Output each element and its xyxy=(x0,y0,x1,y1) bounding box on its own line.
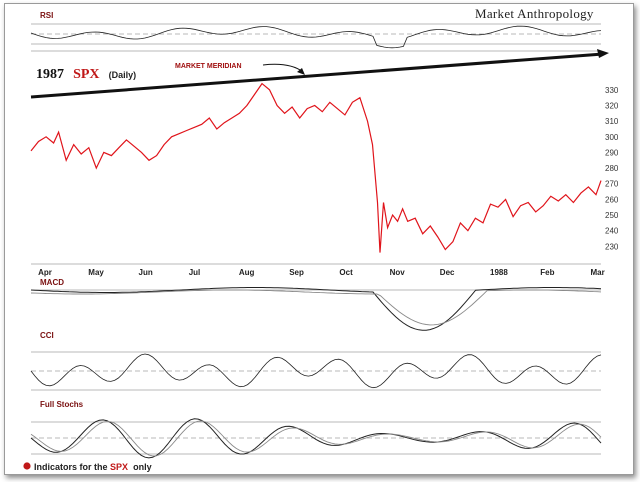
y-tick-240: 240 xyxy=(605,227,619,236)
macd-line xyxy=(30,287,602,331)
y-tick-270: 270 xyxy=(605,180,619,189)
x-tick-Nov: Nov xyxy=(390,268,406,277)
stochs-label: Full Stochs xyxy=(40,400,84,409)
x-tick-Sep: Sep xyxy=(289,268,304,277)
meridian-label: MARKET MERIDIAN xyxy=(175,63,242,70)
meridian-arrowhead xyxy=(597,49,609,58)
y-tick-250: 250 xyxy=(605,211,619,220)
title-year: 1987 xyxy=(36,67,64,82)
x-tick-Apr: Apr xyxy=(38,268,52,277)
cci-label: CCI xyxy=(40,331,54,340)
x-tick-Jul: Jul xyxy=(189,268,201,277)
panel-guides xyxy=(31,23,601,455)
footer-note: Indicators for the SPX only xyxy=(34,455,152,474)
y-tick-290: 290 xyxy=(605,148,619,157)
meridian-pointer-head xyxy=(297,68,305,75)
chart-title: 1987 SPX (Daily) xyxy=(36,63,136,82)
macd-signal-line xyxy=(30,289,602,326)
footer-marker xyxy=(23,462,31,470)
series-layer xyxy=(30,25,602,459)
x-tick-May: May xyxy=(88,268,104,277)
x-tick-1988: 1988 xyxy=(490,268,508,277)
x-tick-Aug: Aug xyxy=(239,268,255,277)
y-tick-260: 260 xyxy=(605,195,619,204)
y-tick-300: 300 xyxy=(605,133,619,142)
title-ticker: SPX xyxy=(73,67,99,82)
macd-label: MACD xyxy=(40,278,64,287)
cci-line xyxy=(30,353,602,389)
price-series-line xyxy=(30,82,602,253)
x-tick-Feb: Feb xyxy=(540,268,554,277)
tick-labels: 230 240 250 260 270 280 290 300 310 320 330 Apr May J… xyxy=(38,86,619,277)
rsi-line xyxy=(30,25,602,49)
x-tick-Oct: Oct xyxy=(339,268,353,277)
footer-prefix: Indicators for the xyxy=(34,462,110,472)
x-tick-Jun: Jun xyxy=(139,268,153,277)
stoch-d-line xyxy=(30,420,602,457)
title-period: (Daily) xyxy=(109,70,137,80)
footer-ticker: SPX xyxy=(110,462,128,472)
y-tick-310: 310 xyxy=(605,117,619,126)
y-tick-330: 330 xyxy=(605,86,619,95)
y-tick-280: 280 xyxy=(605,164,619,173)
y-tick-230: 230 xyxy=(605,242,619,251)
y-tick-320: 320 xyxy=(605,102,619,111)
brand-title: Market Anthropology xyxy=(475,6,594,21)
stoch-k-line xyxy=(30,418,602,459)
footer-suffix: only xyxy=(133,462,152,472)
meridian-trendline xyxy=(30,52,604,99)
meridian-pointer xyxy=(262,63,304,73)
x-tick-Dec: Dec xyxy=(440,268,455,277)
rsi-label: RSI xyxy=(40,11,53,20)
chart-svg: 230 240 250 260 270 280 290 300 310 320 330 Apr May J… xyxy=(23,6,619,474)
x-tick-Mar: Mar xyxy=(591,268,605,277)
chart-frame: 230 240 250 260 270 280 290 300 310 320 330 Apr May J… xyxy=(4,3,634,475)
